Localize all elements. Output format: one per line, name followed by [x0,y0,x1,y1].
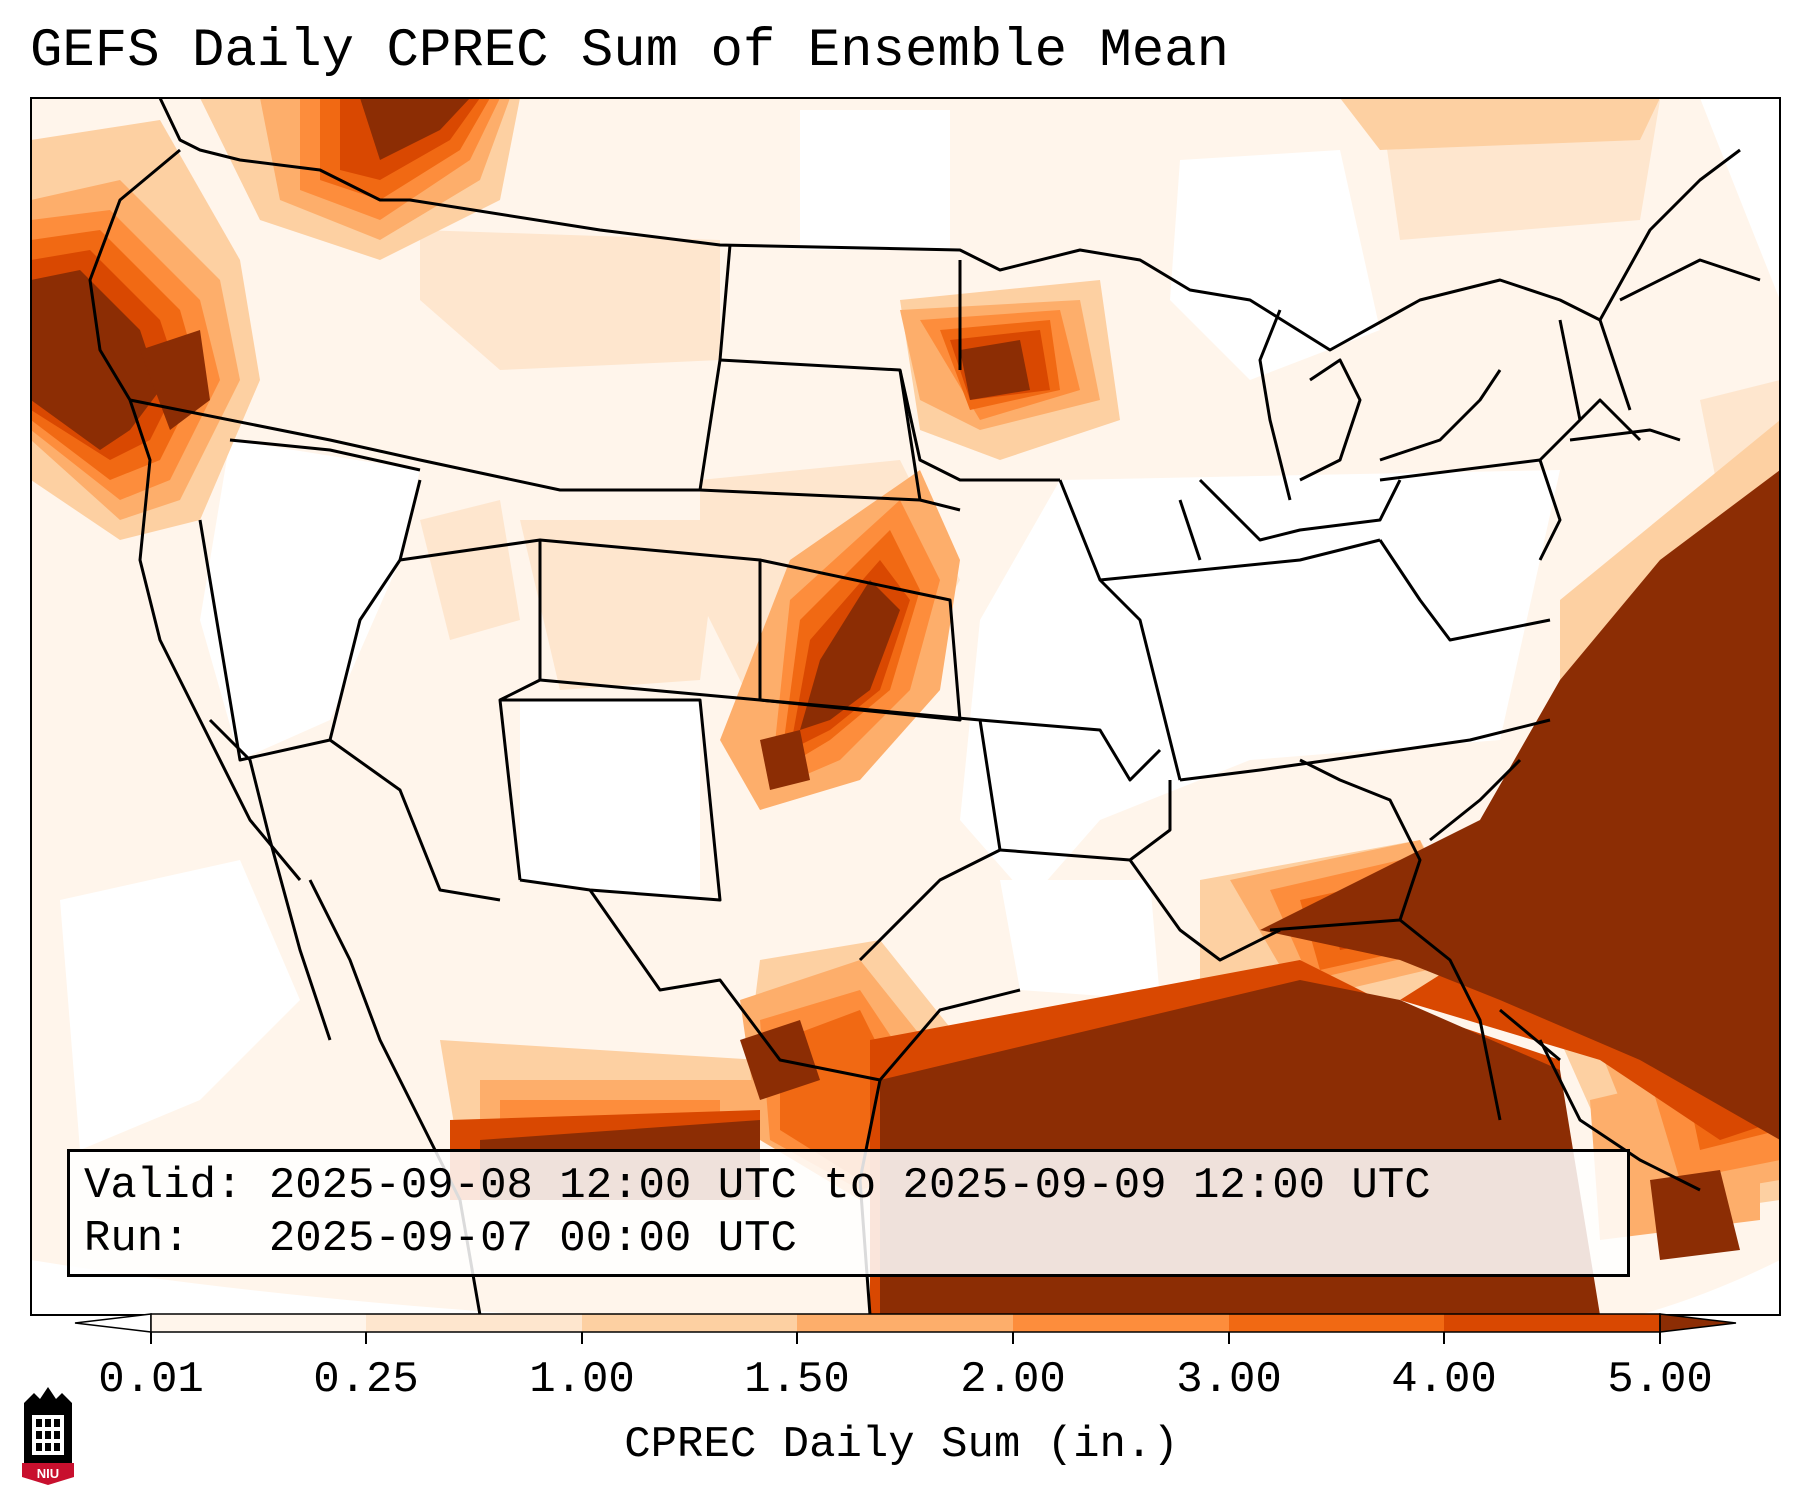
run-label: Run: [84,1214,190,1264]
logo-text: NIU [37,1466,59,1481]
colorbar-extend-low [74,1313,152,1333]
political-boundaries [88,98,1761,1315]
colorbar-segment [797,1314,1013,1332]
info-box: Valid: 2025-09-08 12:00 UTC to 2025-09-0… [67,1149,1630,1277]
niu-logo-icon: NIU [22,1387,74,1485]
tick-label: 2.00 [960,1355,1066,1405]
map-title: GEFS Daily CPREC Sum of Ensemble Mean [30,21,1229,82]
tick-label: 4.00 [1391,1355,1497,1405]
colorbar-segment [1013,1314,1229,1332]
colorbar-tick-labels: 0.01 0.25 1.00 1.50 2.00 3.00 4.00 5.00 [0,1355,1803,1415]
colorbar-label: CPREC Daily Sum (in.) [624,1420,1179,1470]
colorbar-segment [582,1314,797,1332]
projection-edge [31,98,1780,1315]
colorbar-segment [366,1314,582,1332]
colorbar-tick-marks [150,1332,1661,1344]
colorbar-segment [1444,1314,1660,1332]
valid-label: Valid: [84,1161,243,1211]
tick-label: 3.00 [1176,1355,1282,1405]
tick-label: 1.50 [744,1355,850,1405]
run-value: 2025-09-07 00:00 UTC [268,1214,797,1264]
colorbar-segment [1229,1314,1444,1332]
tick-label: 0.01 [98,1355,204,1405]
colorbar [74,1313,1737,1344]
tick-label: 0.25 [313,1355,419,1405]
tick-label: 1.00 [529,1355,635,1405]
colorbar-extend-high [1659,1313,1737,1333]
colorbar-segment [151,1314,366,1332]
tick-label: 5.00 [1607,1355,1713,1405]
valid-value: 2025-09-08 12:00 UTC to 2025-09-09 12:00… [268,1161,1431,1211]
